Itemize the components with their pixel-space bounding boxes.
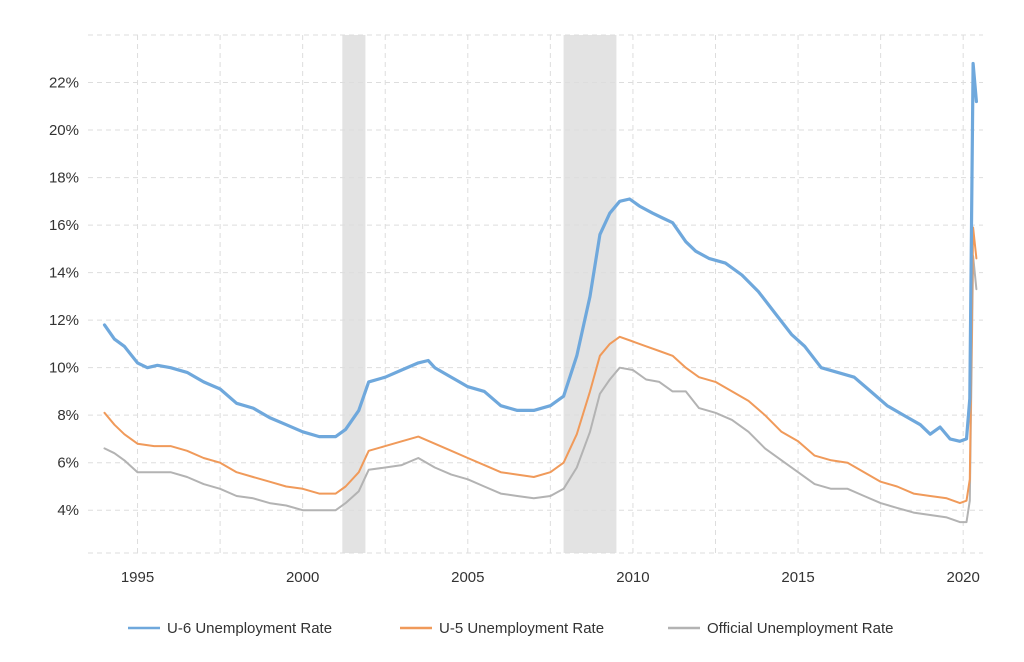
series-line — [102, 61, 978, 443]
y-tick-label: 14% — [49, 265, 79, 282]
y-tick-label: 10% — [49, 360, 79, 377]
recession-bands — [342, 35, 617, 553]
legend-label: U-6 Unemployment Rate — [167, 620, 332, 637]
gridlines — [88, 34, 983, 554]
x-tick-label: 2005 — [451, 569, 484, 586]
recession-band — [342, 35, 366, 553]
y-tick-label: 6% — [57, 455, 79, 472]
y-tick-label: 20% — [49, 122, 79, 139]
x-axis-ticks: 1995 2000 2005 2010 2015 2020 — [121, 569, 980, 586]
series-line — [103, 226, 978, 505]
y-tick-label: 4% — [57, 502, 79, 519]
y-tick-label: 18% — [49, 170, 79, 187]
y-tick-label: 22% — [49, 75, 79, 92]
y-tick-label: 8% — [57, 407, 79, 424]
x-tick-label: 2020 — [946, 569, 979, 586]
y-tick-label: 12% — [49, 312, 79, 329]
x-tick-label: 1995 — [121, 569, 154, 586]
legend-label: U-5 Unemployment Rate — [439, 620, 604, 637]
series-line — [103, 255, 978, 524]
y-axis-ticks: 4% 6% 8% 10% 12% 14% 16% 18% 20% 22% — [49, 75, 79, 520]
legend-label: Official Unemployment Rate — [707, 620, 893, 637]
x-tick-label: 2000 — [286, 569, 319, 586]
legend: U-6 Unemployment Rate U-5 Unemployment Ra… — [128, 620, 893, 637]
x-tick-label: 2010 — [616, 569, 649, 586]
x-tick-label: 2015 — [781, 569, 814, 586]
y-tick-label: 16% — [49, 217, 79, 234]
series-lines — [102, 61, 978, 524]
